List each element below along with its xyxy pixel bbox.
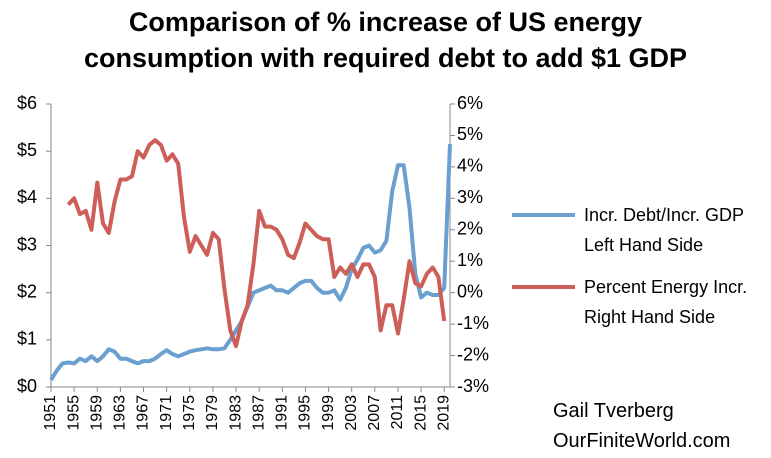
- y-tick-label: $2: [17, 281, 37, 301]
- x-tick-label: 1963: [112, 395, 129, 431]
- y2-tick-label: 3%: [457, 187, 483, 207]
- x-tick-label: 1979: [204, 395, 221, 431]
- x-tick-label: 1971: [158, 395, 175, 431]
- x-tick-label: 1955: [65, 395, 82, 431]
- x-tick-label: 2019: [435, 395, 452, 431]
- x-tick-label: 1987: [250, 395, 267, 431]
- chart-title: Comparison of % increase of US energy co…: [83, 7, 688, 73]
- y-tick-label: $1: [17, 329, 37, 349]
- x-tick-label: 2007: [366, 395, 383, 431]
- y2-tick-label: -1%: [457, 313, 489, 333]
- y-tick-label: $0: [17, 376, 37, 396]
- legend-label: Percent Energy Incr. Right Hand Side: [584, 277, 748, 327]
- y-tick-label: $4: [17, 187, 37, 207]
- y2-tick-label: 5%: [457, 124, 483, 144]
- y-tick-label: $3: [17, 234, 37, 254]
- annotation: Gail Tverberg OurFiniteWorld.com: [553, 400, 731, 452]
- series-line: [49, 144, 452, 381]
- x-tick-label: 2003: [343, 395, 360, 431]
- y2-tick-label: 1%: [457, 250, 483, 270]
- x-tick-label: 1999: [320, 395, 337, 431]
- x-tick-label: 1967: [135, 395, 152, 431]
- x-tick-label: 1951: [42, 395, 59, 431]
- y2-tick-label: 0%: [457, 281, 483, 301]
- y-tick-label: $6: [17, 93, 37, 113]
- series-line: [66, 138, 447, 349]
- x-tick-label: 2011: [389, 395, 406, 430]
- y2-tick-label: -3%: [457, 376, 489, 396]
- legend-label: Incr. Debt/Incr. GDP Left Hand Side: [584, 205, 744, 255]
- x-tick-label: 1959: [88, 395, 105, 431]
- y-tick-label: $5: [17, 140, 37, 160]
- y2-tick-label: -2%: [457, 344, 489, 364]
- y2-tick-label: 6%: [457, 93, 483, 113]
- x-tick-label: 1983: [227, 395, 244, 431]
- y2-tick-label: 4%: [457, 156, 483, 176]
- y2-tick-label: 2%: [457, 219, 483, 239]
- x-tick-label: 2015: [412, 395, 429, 431]
- x-tick-label: 1995: [297, 395, 314, 431]
- x-tick-label: 1991: [274, 395, 291, 431]
- x-tick-label: 1975: [181, 395, 198, 431]
